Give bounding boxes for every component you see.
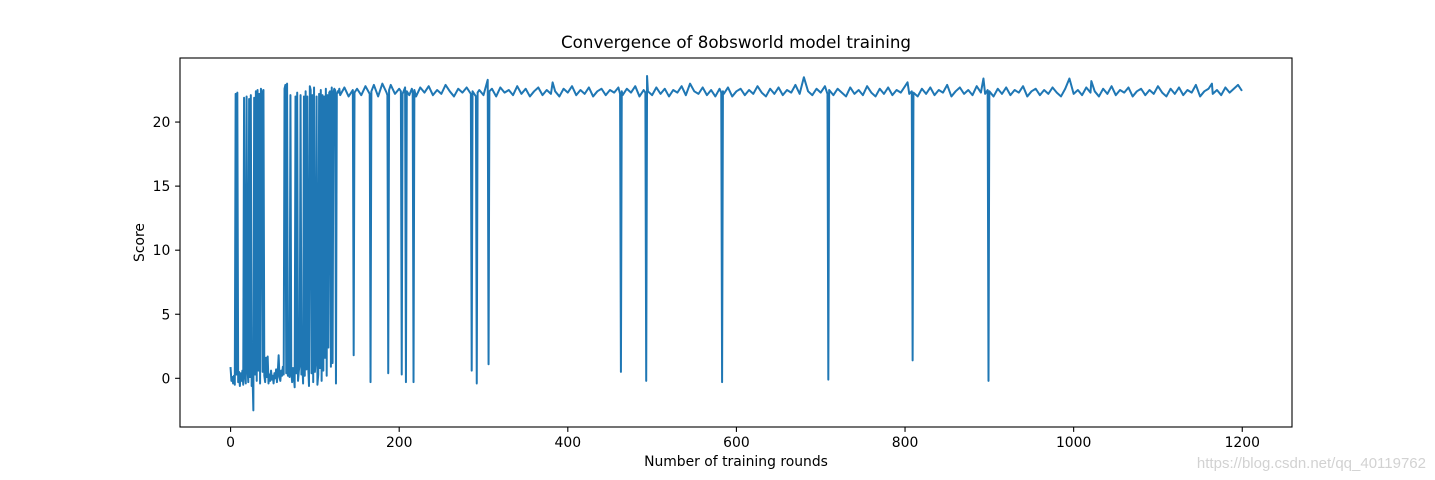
y-tick-label: 0	[161, 371, 170, 387]
x-tick-label: 0	[226, 435, 235, 451]
y-tick-label: 5	[161, 307, 170, 323]
x-tick-label: 1000	[1056, 435, 1091, 451]
plot-area	[180, 58, 1292, 427]
y-axis-label: Score	[132, 223, 148, 262]
series-line	[229, 74, 1243, 412]
x-tick-label: 400	[555, 435, 582, 451]
plot-frame	[179, 57, 1293, 428]
chart-title: Convergence of 8obsworld model training	[561, 32, 911, 52]
x-tick-label: 1200	[1225, 435, 1260, 451]
x-tick-label: 200	[386, 435, 413, 451]
x-tick-label: 800	[892, 435, 919, 451]
x-tick-label: 600	[723, 435, 750, 451]
y-tick-label: 15	[153, 179, 171, 195]
x-axis-label: Number of training rounds	[644, 454, 828, 470]
y-tick-label: 10	[153, 243, 171, 259]
axis-ticks: 0 200 400 600 800 1000 1200 0 5 10 15 20	[153, 115, 1260, 451]
y-tick-label: 20	[153, 115, 171, 131]
watermark: https://blog.csdn.net/qq_40119762	[1197, 455, 1426, 472]
